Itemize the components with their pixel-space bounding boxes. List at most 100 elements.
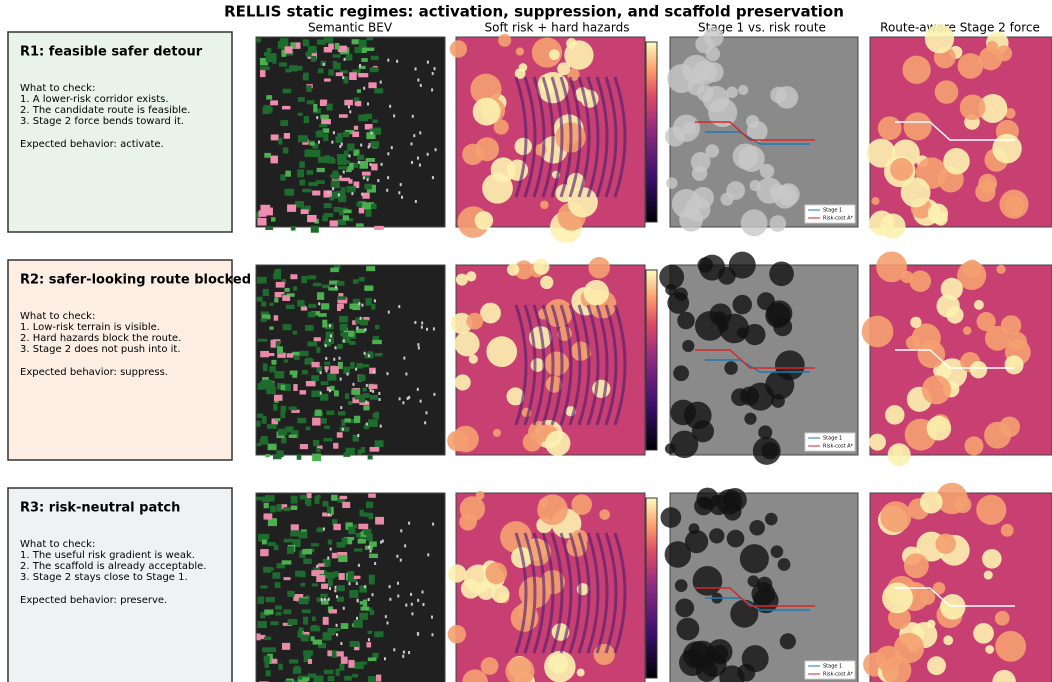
bev-point: [368, 546, 370, 549]
bev-cell: [281, 385, 286, 390]
risk-blob: [995, 611, 1010, 626]
bev-point: [372, 593, 374, 596]
bev-point: [342, 76, 344, 79]
bev-cell: [345, 393, 349, 399]
bev-point: [344, 58, 346, 61]
bev-point: [358, 161, 360, 164]
bev-cell: [263, 567, 271, 573]
bev-cell: [359, 613, 368, 620]
bev-cell: [316, 448, 320, 452]
bev-cell: [313, 440, 319, 446]
shade: [677, 618, 700, 641]
shade: [775, 350, 805, 380]
bev-cell: [299, 180, 305, 186]
bev-point: [328, 513, 330, 516]
bev-cell: [346, 54, 352, 61]
shade: [741, 209, 768, 236]
bev-point: [388, 311, 390, 314]
bev-cell: [261, 436, 268, 442]
bev-cell: [368, 676, 376, 682]
risk-blob: [878, 116, 902, 140]
bev-point: [368, 354, 370, 357]
bev-point: [361, 304, 363, 307]
shade: [761, 442, 779, 460]
risk-blob: [507, 263, 519, 275]
bev-cell: [290, 274, 297, 279]
bev-cell: [321, 584, 328, 589]
bev-point: [421, 322, 423, 325]
bev-cell: [322, 320, 327, 328]
bev-cell: [260, 66, 270, 70]
shade: [771, 545, 784, 558]
risk-blob: [970, 361, 987, 378]
bev-cell: [261, 301, 266, 306]
bev-cell: [274, 545, 279, 551]
bev-point: [316, 565, 318, 568]
bev-cell: [310, 142, 315, 146]
bev-cell: [299, 627, 304, 630]
risk-blob: [894, 633, 924, 663]
risk-blob: [978, 174, 997, 193]
bev-point: [427, 61, 429, 64]
bev-cell: [299, 598, 309, 604]
bev-cell: [318, 157, 328, 163]
bev-point: [417, 157, 419, 160]
bev-point: [334, 589, 336, 592]
bev-point: [329, 324, 331, 327]
bev-cell: [339, 316, 348, 323]
risk-blob: [995, 631, 1026, 662]
bev-cell: [286, 305, 295, 309]
bev-cell: [338, 411, 346, 415]
risk-blob: [493, 429, 501, 437]
bev-point: [363, 87, 365, 90]
shade: [775, 86, 798, 109]
bev-point: [330, 334, 332, 337]
colorbar: [646, 270, 657, 450]
bev-cell: [257, 443, 262, 446]
bev-cell: [316, 575, 325, 582]
risk-blob: [880, 214, 905, 239]
bev-cell: [260, 585, 267, 588]
bev-cell: [261, 318, 267, 322]
bev-cell: [361, 607, 369, 611]
bev-cell: [343, 209, 351, 213]
bev-cell: [300, 390, 307, 394]
shade: [665, 126, 685, 146]
bev-cell: [305, 149, 312, 156]
bev-cell: [375, 353, 383, 356]
bev-cell: [274, 269, 281, 273]
bev-cell: [368, 494, 376, 498]
bev-cell: [353, 279, 359, 283]
bev-point: [393, 114, 395, 117]
bev-point: [324, 598, 326, 601]
bev-point: [323, 528, 325, 531]
bev-cell: [256, 497, 266, 501]
bev-point: [380, 541, 382, 544]
bev-cell: [365, 210, 371, 217]
bev-cell: [308, 312, 316, 318]
bev-cell: [307, 493, 312, 498]
bev-cell: [312, 625, 318, 628]
bev-cell: [374, 631, 383, 637]
legend-label: Stage 1: [823, 664, 842, 670]
bev-point: [329, 339, 331, 342]
bev-point: [367, 102, 369, 105]
risk-blob: [540, 201, 549, 210]
bev-cell: [298, 97, 305, 102]
bev-cell: [263, 363, 268, 371]
bev-cell: [282, 106, 290, 109]
risk-blob: [599, 509, 610, 520]
risk-blob: [885, 405, 905, 425]
bev-cell: [324, 213, 333, 217]
bev-cell: [297, 418, 306, 423]
bev-point: [400, 183, 402, 186]
bev-point: [421, 326, 423, 329]
shade: [733, 143, 759, 169]
shade: [673, 365, 689, 381]
bev-cell: [320, 594, 327, 597]
bev-point: [360, 144, 362, 147]
risk-blob: [996, 45, 1012, 61]
bev-point: [393, 648, 395, 651]
bev-point: [343, 339, 345, 342]
bev-cell: [321, 418, 327, 424]
